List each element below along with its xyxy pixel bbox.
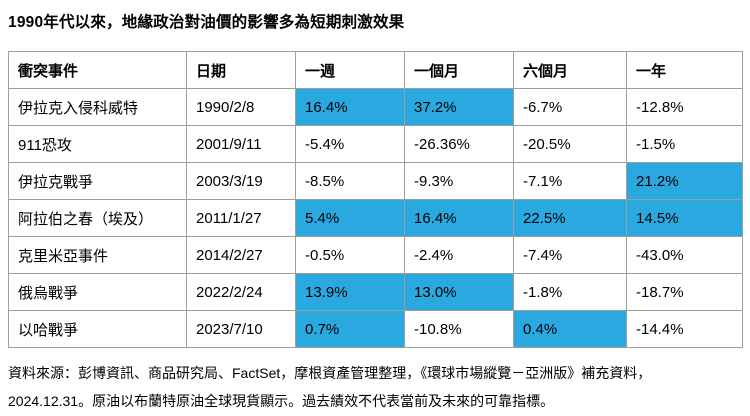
- value-cell: -1.8%: [513, 273, 627, 311]
- value-cell: -8.5%: [295, 162, 405, 200]
- value-cell: -43.0%: [626, 236, 743, 274]
- source-note-line2: 2024.12.31。原油以布蘭特原油全球現貨顯示。過去績效不代表當前及未來的可…: [8, 393, 555, 409]
- column-header-event: 衝突事件: [8, 51, 187, 89]
- column-header-6month: 六個月: [513, 51, 627, 89]
- event-cell: 阿拉伯之春（埃及）: [8, 199, 187, 237]
- value-cell: -0.5%: [295, 236, 405, 274]
- date-cell: 2022/2/24: [186, 273, 296, 311]
- column-header-1week: 一週: [295, 51, 405, 89]
- page-title: 1990年代以來，地緣政治對油價的影響多為短期刺激效果: [8, 14, 405, 31]
- table-row: 阿拉伯之春（埃及） 2011/1/27 5.4% 16.4% 22.5% 14.5%: [8, 199, 743, 237]
- source-note: 資料來源：彭博資訊、商品研究局、FactSet，摩根資產管理整理，《環球市場縱覽…: [8, 359, 746, 415]
- value-cell: 13.9%: [295, 273, 405, 311]
- value-cell: -26.36%: [404, 125, 514, 163]
- value-cell: -7.1%: [513, 162, 627, 200]
- table-row: 以哈戰爭 2023/7/10 0.7% -10.8% 0.4% -14.4%: [8, 310, 743, 348]
- value-cell: -7.4%: [513, 236, 627, 274]
- event-cell: 911恐攻: [8, 125, 187, 163]
- value-cell: 0.7%: [295, 310, 405, 348]
- date-cell: 2003/3/19: [186, 162, 296, 200]
- value-cell: 16.4%: [295, 88, 405, 126]
- column-header-1year: 一年: [626, 51, 743, 89]
- value-cell: -20.5%: [513, 125, 627, 163]
- column-header-1month: 一個月: [404, 51, 514, 89]
- event-cell: 伊拉克入侵科威特: [8, 88, 187, 126]
- value-cell: 37.2%: [404, 88, 514, 126]
- column-header-date: 日期: [186, 51, 296, 89]
- table-row: 911恐攻 2001/9/11 -5.4% -26.36% -20.5% -1.5%: [8, 125, 743, 163]
- table-row: 伊拉克入侵科威特 1990/2/8 16.4% 37.2% -6.7% -12.8%: [8, 88, 743, 126]
- value-cell: -1.5%: [626, 125, 743, 163]
- oil-price-impact-table: 衝突事件 日期 一週 一個月 六個月 一年 伊拉克入侵科威特 1990/2/8 16…: [8, 51, 743, 348]
- value-cell: -2.4%: [404, 236, 514, 274]
- event-cell: 俄烏戰爭: [8, 273, 187, 311]
- date-cell: 1990/2/8: [186, 88, 296, 126]
- value-cell: -14.4%: [626, 310, 743, 348]
- date-cell: 2011/1/27: [186, 199, 296, 237]
- value-cell: -5.4%: [295, 125, 405, 163]
- event-cell: 以哈戰爭: [8, 310, 187, 348]
- source-note-line1: 資料來源：彭博資訊、商品研究局、FactSet，摩根資產管理整理，《環球市場縱覽…: [8, 365, 652, 381]
- value-cell: -6.7%: [513, 88, 627, 126]
- value-cell: -10.8%: [404, 310, 514, 348]
- table-row: 伊拉克戰爭 2003/3/19 -8.5% -9.3% -7.1% 21.2%: [8, 162, 743, 200]
- value-cell: 14.5%: [626, 199, 743, 237]
- table-header-row: 衝突事件 日期 一週 一個月 六個月 一年: [8, 51, 743, 89]
- event-cell: 克里米亞事件: [8, 236, 187, 274]
- value-cell: 13.0%: [404, 273, 514, 311]
- value-cell: 0.4%: [513, 310, 627, 348]
- value-cell: -9.3%: [404, 162, 514, 200]
- date-cell: 2023/7/10: [186, 310, 296, 348]
- value-cell: -18.7%: [626, 273, 743, 311]
- table-row: 俄烏戰爭 2022/2/24 13.9% 13.0% -1.8% -18.7%: [8, 273, 743, 311]
- date-cell: 2014/2/27: [186, 236, 296, 274]
- value-cell: 21.2%: [626, 162, 743, 200]
- value-cell: -12.8%: [626, 88, 743, 126]
- table-row: 克里米亞事件 2014/2/27 -0.5% -2.4% -7.4% -43.0%: [8, 236, 743, 274]
- value-cell: 16.4%: [404, 199, 514, 237]
- value-cell: 22.5%: [513, 199, 627, 237]
- event-cell: 伊拉克戰爭: [8, 162, 187, 200]
- date-cell: 2001/9/11: [186, 125, 296, 163]
- value-cell: 5.4%: [295, 199, 405, 237]
